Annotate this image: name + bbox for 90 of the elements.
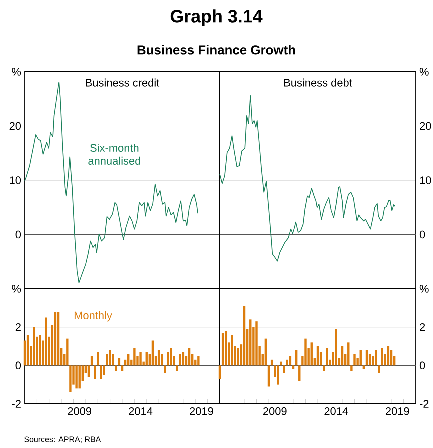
bar — [348, 342, 350, 366]
bar — [134, 348, 136, 366]
bar — [188, 348, 191, 366]
bar — [277, 366, 280, 385]
bar — [70, 366, 72, 392]
bar — [362, 366, 366, 370]
y2-tick-label: -2 — [420, 400, 429, 408]
bar — [78, 366, 81, 389]
x-tick-label: 2009 — [263, 408, 287, 416]
bar — [115, 366, 118, 372]
y-tick-label: % — [12, 285, 22, 293]
x-tick-label: 2014 — [324, 408, 348, 416]
bar — [152, 340, 154, 366]
x-tick-label: 2019 — [386, 408, 410, 416]
bar — [243, 306, 246, 366]
bar — [323, 366, 326, 372]
bar — [310, 342, 313, 366]
bar — [167, 352, 170, 366]
bar — [170, 348, 172, 366]
y2-tick-label: % — [420, 285, 429, 293]
y-tick-label: 10 — [10, 176, 22, 184]
x-tick-label: 2014 — [129, 408, 153, 416]
series-label: Six-month annualised — [88, 144, 140, 165]
bar — [316, 346, 320, 366]
bar — [298, 366, 301, 381]
bar — [341, 346, 344, 366]
bar — [354, 354, 356, 366]
bar — [100, 366, 102, 380]
bar — [225, 331, 228, 366]
bar — [256, 322, 258, 366]
bar — [90, 356, 94, 366]
bar — [387, 346, 390, 366]
bar — [304, 338, 307, 366]
bar — [280, 362, 282, 366]
bar — [94, 366, 96, 380]
bar — [176, 366, 178, 372]
bar — [112, 354, 114, 366]
bar — [109, 350, 112, 366]
y2-tick-label: % — [420, 68, 429, 76]
bar — [283, 366, 286, 374]
y2-tick-label: 10 — [420, 176, 432, 184]
bar — [198, 356, 200, 366]
chart-title: Business debt — [284, 78, 352, 87]
bar — [179, 354, 182, 366]
bar — [39, 335, 42, 366]
bar — [54, 312, 57, 366]
x-tick-label: 2019 — [190, 408, 214, 416]
bar — [164, 366, 166, 374]
text: Business Finance Growth — [138, 45, 296, 55]
y2-tick-label: 0 — [420, 362, 426, 370]
y-tick-label: 0 — [16, 230, 22, 239]
bar — [66, 338, 69, 366]
bar — [350, 366, 353, 372]
bar — [140, 352, 142, 366]
bar — [128, 354, 130, 366]
y2-tick-label: 0 — [420, 230, 426, 239]
bar — [381, 348, 384, 366]
y-tick-label: % — [12, 68, 22, 76]
y-tick-label: 0 — [16, 362, 22, 370]
y2-tick-label: 20 — [420, 122, 432, 130]
bar — [45, 318, 48, 366]
bar — [158, 350, 160, 366]
bar — [161, 354, 164, 366]
bar — [368, 354, 372, 366]
y-tick-label: 20 — [10, 122, 22, 130]
bar — [26, 335, 30, 366]
bar — [118, 358, 121, 366]
bar — [76, 366, 78, 389]
y-tick-label: 2 — [16, 324, 21, 332]
y-tick-label: -2 — [12, 400, 21, 408]
y2-tick-label: 2 — [420, 324, 426, 332]
bar — [88, 366, 90, 378]
chart-title: Business credit — [86, 78, 160, 87]
bar — [268, 366, 270, 387]
bar — [250, 320, 252, 366]
bar — [33, 327, 36, 366]
bar — [231, 335, 234, 366]
x-tick-label: 2009 — [68, 408, 92, 416]
bar — [326, 348, 328, 366]
bar — [375, 350, 378, 366]
bar — [57, 312, 60, 366]
bar — [292, 366, 295, 370]
bar — [218, 366, 222, 380]
bar — [222, 333, 224, 366]
bar — [106, 354, 108, 366]
bar — [103, 366, 106, 376]
bar — [378, 366, 380, 374]
series-label: Monthly — [74, 311, 112, 322]
caption: Graph 3.14 — [170, 10, 263, 26]
bar — [121, 366, 124, 372]
